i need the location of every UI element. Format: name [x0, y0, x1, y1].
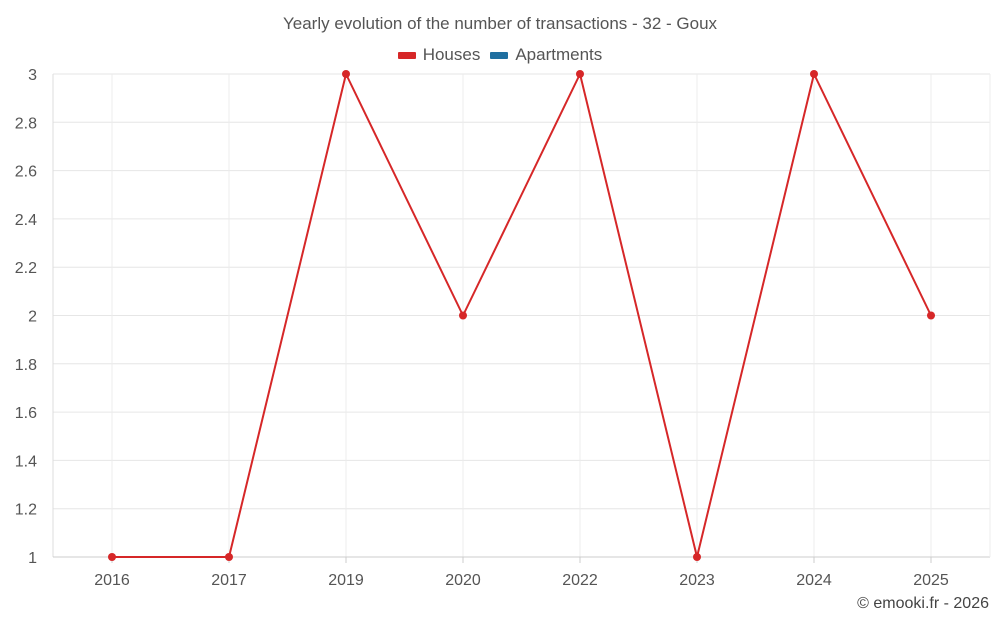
legend-label-apartments: Apartments: [515, 45, 603, 64]
y-tick-label: 2.8: [15, 115, 37, 132]
copyright-credit: © emooki.fr - 2026: [857, 595, 989, 612]
x-tick-label: 2024: [796, 572, 832, 589]
x-tick-label: 2022: [562, 572, 598, 589]
data-point[interactable]: [810, 70, 818, 78]
data-point[interactable]: [927, 311, 935, 320]
y-tick-label: 2.2: [15, 260, 37, 277]
x-tick-label: 2025: [913, 572, 949, 589]
legend-item-houses[interactable]: Houses: [397, 45, 481, 65]
apartments-swatch-icon: [490, 51, 509, 59]
y-tick-label: 1.2: [15, 502, 37, 519]
data-point[interactable]: [108, 553, 116, 561]
y-tick-label: 3: [28, 67, 37, 84]
data-points: [108, 70, 935, 561]
chart-legend: Houses Apartments: [0, 45, 1000, 65]
legend-item-apartments[interactable]: Apartments: [490, 45, 602, 65]
y-tick-label: 1.6: [15, 405, 37, 422]
y-tick-label: 2.4: [15, 212, 37, 229]
x-tick-label: 2020: [445, 572, 481, 589]
x-tick-label: 2017: [211, 572, 247, 589]
x-tick-label: 2023: [679, 572, 715, 589]
x-tick-label: 2019: [328, 572, 364, 589]
x-axis-tick-labels: 2016 2017 2019 2020 2022 2023 2024 2025: [94, 572, 949, 589]
y-axis-tick-labels: 1 1.2 1.4 1.6 1.8 2 2.2 2.4 2.6 2.8 3: [15, 67, 37, 567]
y-tick-label: 2.6: [15, 164, 37, 181]
houses-swatch-icon: [397, 51, 416, 59]
data-point[interactable]: [342, 70, 350, 78]
x-tick-label: 2016: [94, 572, 130, 589]
series-lines: [112, 73, 932, 558]
data-point[interactable]: [693, 553, 701, 561]
data-point[interactable]: [225, 553, 233, 561]
y-tick-label: 1: [28, 550, 37, 567]
y-tick-label: 2: [28, 309, 37, 326]
data-point[interactable]: [459, 311, 467, 320]
data-point[interactable]: [576, 70, 584, 78]
chart-title: Yearly evolution of the number of transa…: [282, 14, 718, 33]
series-line-houses: [112, 73, 932, 558]
legend-label-houses: Houses: [422, 45, 481, 64]
y-tick-label: 1.8: [15, 357, 37, 374]
grid-lines: [53, 73, 990, 557]
y-tick-label: 1.4: [15, 453, 37, 470]
